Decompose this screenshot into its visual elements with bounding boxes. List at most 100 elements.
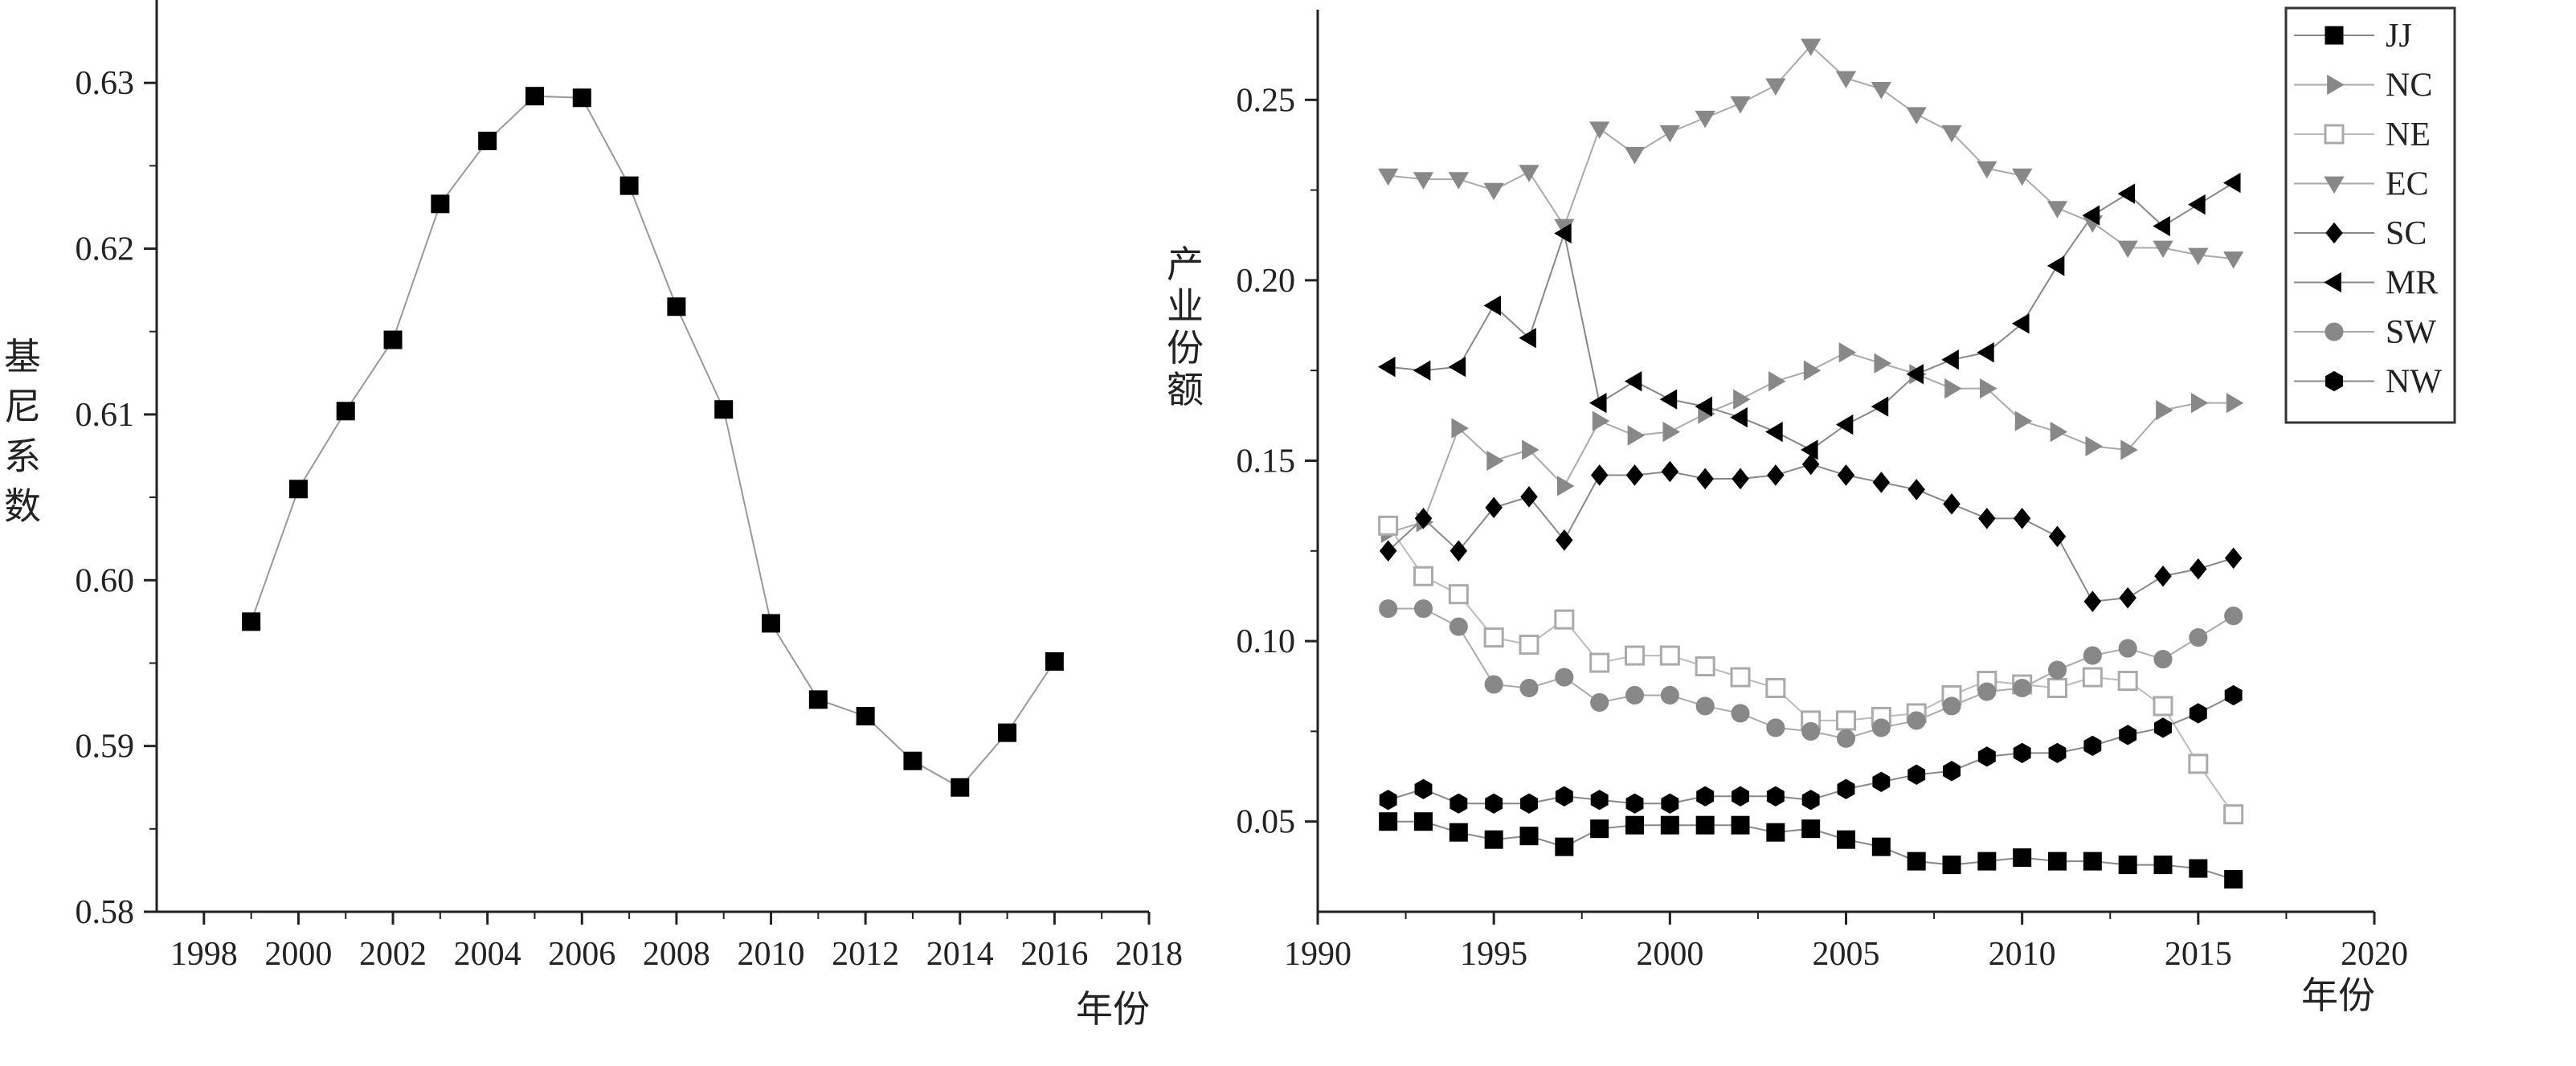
data-point (1449, 823, 1468, 842)
data-point (2119, 725, 2137, 745)
data-point (1554, 223, 1572, 244)
data-point (1483, 182, 1504, 201)
data-point (2223, 172, 2241, 194)
data-point (2154, 565, 2172, 587)
series-ec (1378, 39, 2244, 269)
y-axis-title-char: 尼 (4, 386, 41, 427)
x-tick-label: 2000 (1636, 936, 1703, 973)
data-point (1625, 464, 1644, 486)
data-point (1413, 566, 1433, 586)
y-tick-label: 0.20 (1237, 263, 1296, 300)
data-point (1624, 371, 1642, 392)
data-point (1803, 360, 1822, 381)
data-point (1942, 696, 1961, 716)
data-point (619, 176, 639, 195)
data-point (1589, 392, 1607, 414)
data-point (1942, 856, 1961, 875)
data-point (1554, 609, 1575, 630)
y-axis-title-char: 额 (1167, 370, 1204, 410)
data-point (2226, 392, 2244, 414)
x-tick-label: 2012 (832, 936, 899, 973)
data-point (1519, 165, 1539, 182)
data-point (1801, 39, 1822, 56)
data-point (1378, 168, 1399, 186)
data-point (1379, 599, 1398, 619)
data-point (808, 690, 828, 709)
x-tick-label: 1990 (1284, 936, 1351, 973)
y-axis-title-char: 基 (4, 337, 41, 378)
data-point (1977, 746, 1996, 767)
legend-marker (2327, 74, 2345, 96)
legend-label: NC (2386, 67, 2432, 104)
series-0 (242, 87, 1064, 797)
data-point (1801, 721, 1821, 741)
data-point (1871, 81, 1891, 100)
data-point (572, 88, 591, 108)
data-point (1449, 617, 1468, 636)
series-line (250, 95, 1056, 789)
data-point (2154, 717, 2172, 738)
data-point (1801, 790, 1820, 811)
data-point (2153, 696, 2173, 717)
series-line (1388, 44, 2234, 259)
data-point (1590, 790, 1609, 811)
industry-share-chart: 1990 1995 2000 2005 2010 2015 2020 0.05 0.10 0.15… (1167, 6, 2456, 1016)
data-point (1625, 815, 1644, 835)
data-point (667, 297, 686, 317)
data-point (1484, 675, 1503, 694)
series-mr (1378, 172, 2241, 460)
data-point (1413, 172, 1434, 190)
data-point (1977, 682, 1997, 701)
data-point (998, 723, 1017, 742)
legend-marker (2325, 26, 2344, 45)
data-point (1555, 786, 1573, 807)
data-point (2224, 547, 2243, 570)
data-point (1801, 819, 1821, 839)
data-point (1696, 786, 1715, 807)
data-point (1943, 761, 1961, 782)
x-tick-label: 1995 (1460, 936, 1527, 973)
x-axis-title: 年份 (1076, 989, 1150, 1030)
data-point (1661, 793, 1679, 814)
data-point (1590, 692, 1609, 713)
data-point (478, 131, 497, 150)
data-point (1484, 830, 1503, 849)
data-point (1907, 764, 1926, 785)
data-point (2223, 804, 2244, 825)
data-point (1801, 439, 1818, 460)
data-point (1556, 529, 1573, 551)
data-point (1906, 107, 1927, 125)
x-tick-label: 2008 (643, 936, 710, 973)
y-tick-label: 0.60 (76, 562, 135, 599)
data-point (1625, 645, 1645, 666)
data-point (1837, 830, 1855, 849)
legend-item-mr: MR (2294, 265, 2438, 302)
data-point (242, 612, 261, 631)
legend-marker (2325, 322, 2344, 341)
data-point (1768, 371, 1786, 392)
data-point (1872, 472, 1891, 493)
data-point (2156, 399, 2173, 421)
gini-coefficient-chart: 1998 2000 2002 2004 2006 2008 2010 2012 2014 2016… (4, 0, 1183, 1030)
data-point (1871, 837, 1891, 856)
y-tick-label: 0.59 (76, 729, 135, 766)
data-point (1414, 778, 1433, 799)
data-point (2047, 660, 2067, 680)
data-point (1732, 468, 1749, 490)
data-point (1660, 815, 1679, 835)
data-point (2013, 742, 2031, 764)
data-point (1624, 146, 1646, 165)
data-point (1556, 476, 1575, 496)
data-point (2188, 247, 2209, 266)
data-point (1871, 396, 1889, 417)
data-point (1906, 364, 1924, 385)
legend-box (2284, 6, 2456, 424)
x-tick-label: 2020 (2341, 936, 2408, 973)
series-ne (1378, 515, 2244, 825)
y-tick-label: 0.25 (1237, 82, 1296, 119)
data-point (1379, 790, 1397, 811)
data-point (1695, 656, 1715, 677)
data-point (1766, 718, 1785, 737)
legend-item-ec: EC (2294, 166, 2429, 203)
